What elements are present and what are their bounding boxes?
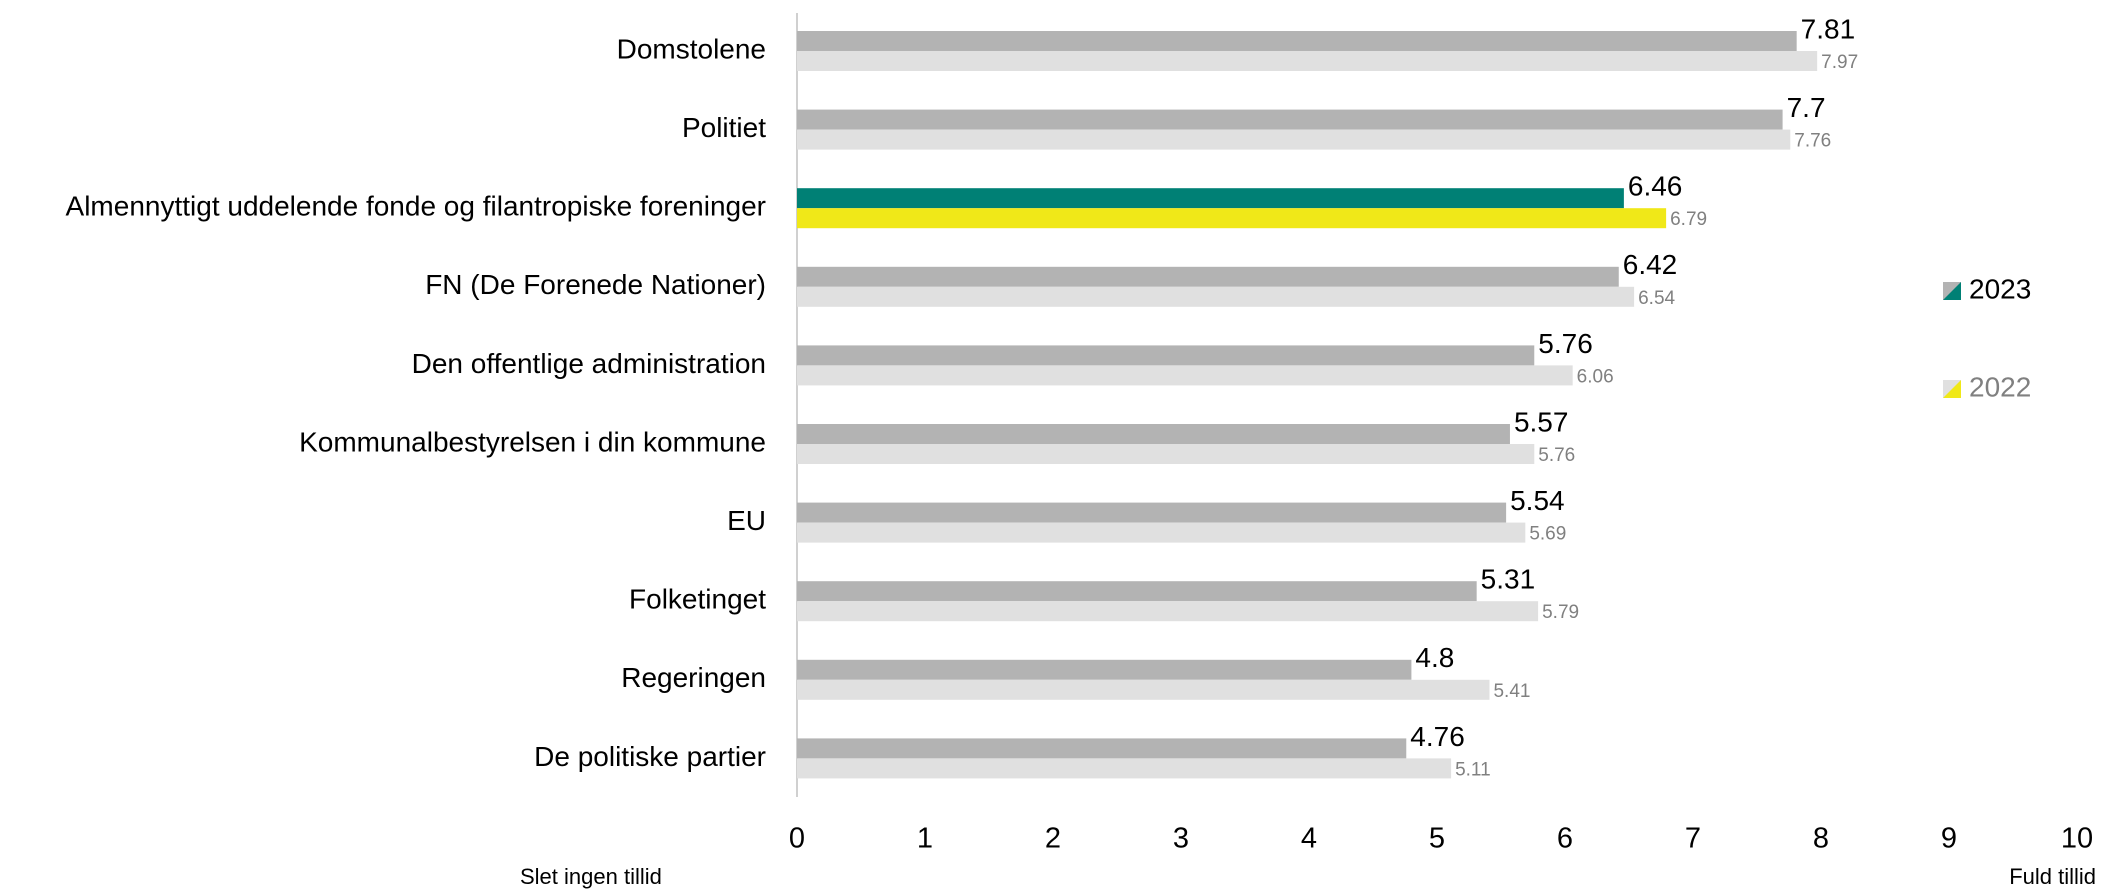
bar bbox=[797, 129, 1791, 150]
bar bbox=[797, 659, 1412, 680]
legend-label: 2023 bbox=[1969, 273, 2031, 304]
y-tick-label: Den offentlige administration bbox=[412, 348, 766, 379]
data-label: 7.81 bbox=[1801, 13, 1856, 44]
bar bbox=[797, 502, 1507, 523]
x-tick-label: 4 bbox=[1301, 823, 1317, 855]
y-tick-label: De politiske partier bbox=[534, 741, 766, 772]
bar bbox=[797, 679, 1490, 700]
data-label: 7.76 bbox=[1794, 131, 1831, 152]
bar bbox=[797, 188, 1624, 209]
x-tick-label: 2 bbox=[1045, 823, 1061, 855]
bar bbox=[797, 581, 1477, 602]
bar bbox=[797, 601, 1539, 622]
legend-swatch bbox=[1943, 380, 1961, 398]
data-label: 4.76 bbox=[1410, 721, 1465, 752]
bar bbox=[797, 286, 1635, 307]
y-tick-label: Politiet bbox=[682, 112, 766, 143]
data-label: 6.54 bbox=[1638, 288, 1675, 309]
x-min-label: Slet ingen tillid bbox=[520, 864, 662, 889]
data-label: 5.54 bbox=[1510, 485, 1565, 516]
x-tick-label: 5 bbox=[1429, 823, 1445, 855]
data-label: 5.41 bbox=[1493, 681, 1530, 702]
data-label: 6.46 bbox=[1628, 171, 1683, 202]
bar bbox=[797, 738, 1407, 759]
data-label: 7.97 bbox=[1821, 52, 1858, 73]
legend-swatch bbox=[1943, 282, 1961, 300]
x-tick-label: 1 bbox=[917, 823, 933, 855]
bar bbox=[797, 365, 1573, 386]
x-tick-label: 6 bbox=[1557, 823, 1573, 855]
bar bbox=[797, 758, 1452, 779]
y-tick-label: Kommunalbestyrelsen i din kommune bbox=[299, 426, 766, 457]
data-label: 5.69 bbox=[1529, 524, 1566, 545]
y-tick-label: FN (De Forenede Nationer) bbox=[425, 269, 766, 300]
bar bbox=[797, 51, 1818, 71]
y-tick-label: Almennyttigt uddelende fonde og filantro… bbox=[66, 191, 766, 222]
data-label: 5.31 bbox=[1481, 564, 1536, 595]
data-label: 6.06 bbox=[1577, 366, 1614, 387]
bar bbox=[797, 31, 1797, 51]
data-label: 5.79 bbox=[1542, 602, 1579, 623]
data-label: 6.42 bbox=[1623, 249, 1678, 280]
bar bbox=[797, 208, 1667, 229]
x-tick-label: 9 bbox=[1941, 823, 1957, 855]
bar bbox=[797, 444, 1535, 464]
y-tick-label: EU bbox=[727, 505, 766, 536]
x-max-label: Fuld tillid bbox=[2009, 864, 2096, 889]
data-label: 5.11 bbox=[1455, 759, 1491, 780]
data-label: 6.79 bbox=[1670, 209, 1707, 230]
data-label: 4.8 bbox=[1415, 642, 1454, 673]
data-label: 5.76 bbox=[1538, 445, 1575, 466]
x-tick-label: 3 bbox=[1173, 823, 1189, 855]
y-tick-label: Regeringen bbox=[621, 662, 766, 693]
x-tick-label: 8 bbox=[1813, 823, 1829, 855]
data-label: 5.57 bbox=[1514, 406, 1569, 437]
y-tick-label: Folketinget bbox=[629, 584, 766, 615]
bar bbox=[797, 109, 1783, 130]
x-tick-label: 0 bbox=[789, 823, 805, 855]
bar bbox=[797, 266, 1619, 287]
data-label: 5.76 bbox=[1538, 328, 1593, 359]
legend-label: 2022 bbox=[1969, 371, 2031, 402]
data-label: 7.7 bbox=[1787, 92, 1826, 123]
x-tick-label: 7 bbox=[1685, 823, 1701, 855]
y-tick-label: Domstolene bbox=[617, 33, 766, 64]
x-tick-label: 10 bbox=[2061, 823, 2093, 855]
bar bbox=[797, 345, 1535, 366]
bar bbox=[797, 522, 1526, 543]
bar bbox=[797, 424, 1510, 444]
